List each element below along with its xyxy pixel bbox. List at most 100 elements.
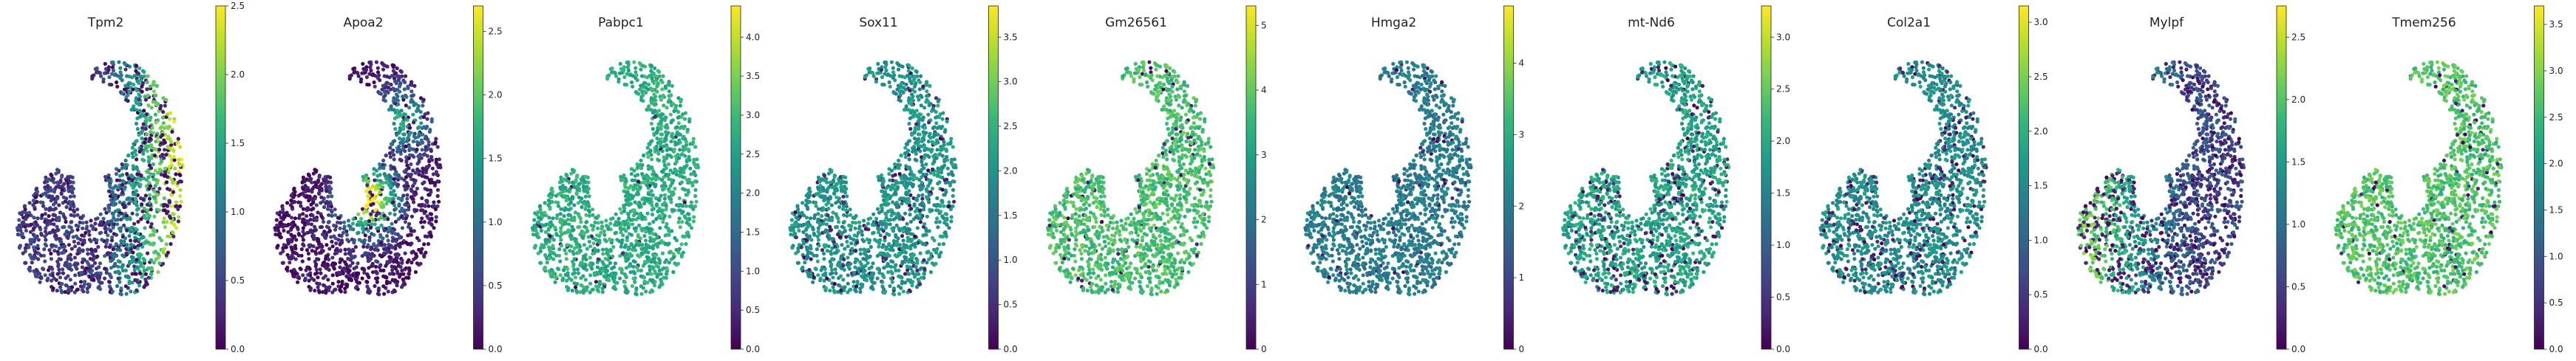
scatter-point (392, 213, 397, 217)
scatter-point (355, 284, 359, 289)
scatter-point (130, 145, 135, 150)
scatter-point (84, 227, 89, 231)
scatter-point (667, 214, 672, 219)
colorbar-tick-label: 1.0 (489, 217, 503, 227)
scatter-point (390, 229, 394, 233)
scatter-point (399, 122, 404, 126)
scatter-point (177, 215, 181, 219)
scatter-point (412, 192, 416, 196)
scatter-point (571, 217, 576, 221)
scatter-point (599, 227, 604, 231)
scatter-point (311, 200, 316, 205)
scatter-point (588, 273, 593, 278)
scatter-point (677, 216, 682, 221)
scatter-point (58, 275, 63, 280)
scatter-point (129, 226, 134, 230)
scatter-point (106, 178, 110, 182)
scatter-point (392, 121, 396, 126)
scatter-point (435, 162, 439, 166)
scatter-point (132, 221, 137, 226)
scatter-point (152, 189, 156, 193)
scatter-point (539, 210, 543, 215)
scatter-point (426, 140, 431, 144)
scatter-point (117, 60, 121, 64)
scatter-point (66, 185, 70, 189)
scatter-point (64, 204, 69, 210)
scatter-point (667, 261, 672, 265)
scatter-point (435, 193, 440, 199)
scatter-point (103, 174, 108, 179)
scatter-point (668, 112, 673, 117)
scatter-point (168, 111, 172, 115)
scatter-point (402, 169, 407, 173)
scatter-point (682, 165, 687, 169)
scatter-point (120, 78, 124, 83)
scatter-point (136, 207, 140, 211)
scatter-point (169, 140, 174, 144)
scatter-point (533, 244, 538, 248)
scatter-point (107, 75, 112, 80)
scatter-point (410, 94, 415, 98)
scatter-point (164, 97, 169, 102)
scatter-point (364, 75, 369, 80)
scatter-point (43, 230, 48, 234)
scatter-point (650, 258, 654, 262)
scatter-point (148, 136, 152, 141)
scatter-point (942, 129, 947, 134)
scatter-point (591, 213, 595, 217)
scatter-point (44, 244, 49, 248)
scatter-point (681, 210, 685, 214)
scatter-point (567, 180, 571, 185)
scatter-point (127, 279, 132, 283)
scatter-point (49, 257, 53, 261)
scatter-point (574, 175, 580, 179)
scatter-point (588, 255, 593, 260)
scatter-point (378, 190, 382, 195)
scatter-point (874, 216, 879, 221)
scatter-point (157, 167, 162, 171)
scatter-point (683, 111, 688, 115)
scatter-point (665, 145, 669, 149)
scatter-point (649, 63, 654, 68)
scatter-point (27, 245, 31, 250)
scatter-point (50, 278, 54, 283)
scatter-point (419, 220, 424, 224)
scatter-point (176, 219, 180, 224)
scatter-point (131, 250, 135, 255)
scatter-point (145, 80, 149, 85)
scatter-point (430, 166, 435, 171)
scatter-point (357, 238, 361, 242)
scatter-point (635, 265, 639, 269)
scatter-point (343, 252, 347, 256)
scatter-point (395, 109, 400, 113)
scatter-point (168, 234, 172, 239)
scatter-point (639, 83, 643, 88)
scatter-point (409, 214, 415, 219)
scatter-point (143, 97, 148, 102)
scatter-point (935, 216, 939, 221)
scatter-point (120, 182, 124, 188)
scatter-point (314, 267, 319, 272)
scatter-point (68, 207, 72, 211)
scatter-point (635, 91, 640, 95)
scatter-point (347, 247, 351, 252)
scatter-point (544, 222, 548, 227)
scatter-point (370, 222, 374, 227)
scatter-point (629, 242, 633, 247)
scatter-point (75, 252, 80, 256)
scatter-point (635, 162, 639, 167)
scatter-point (628, 73, 633, 78)
scatter-point (585, 247, 589, 251)
scatter-point (673, 186, 677, 191)
scatter-point (682, 117, 687, 121)
scatter-point (285, 210, 289, 215)
scatter-point (120, 91, 125, 95)
scatter-point (318, 267, 322, 272)
scatter-point (346, 256, 350, 261)
scatter-point (619, 174, 623, 179)
scatter-point (681, 175, 685, 179)
scatter-point (378, 78, 382, 83)
scatter-point (425, 188, 429, 192)
